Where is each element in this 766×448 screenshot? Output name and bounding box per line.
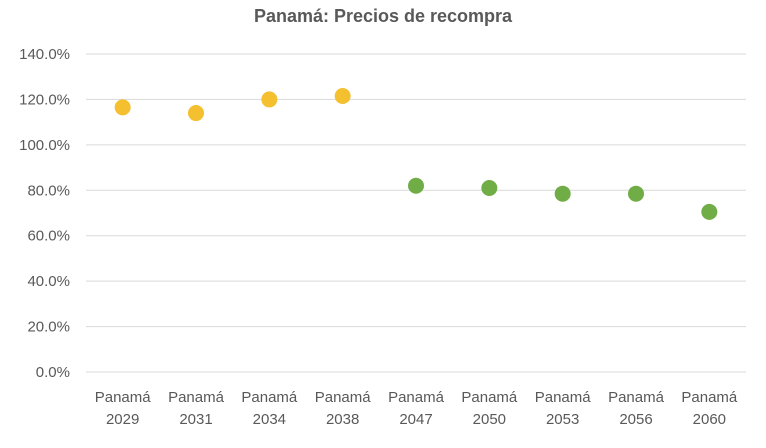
x-tick-label-line: Panamá: [388, 389, 445, 406]
data-point: [114, 99, 131, 116]
y-tick-label: 140.0%: [19, 46, 70, 63]
x-tick-label: Panamá 2053: [535, 389, 592, 428]
x-tick-label-line: 2031: [179, 411, 212, 428]
x-tick-label: Panamá 2029: [95, 389, 152, 428]
data-point: [701, 203, 718, 220]
data-point: [481, 180, 498, 197]
x-tick-label-line: Panamá: [681, 389, 738, 406]
x-tick-label-line: 2050: [473, 411, 506, 428]
x-tick-label-line: Panamá: [461, 389, 518, 406]
x-tick-label-line: Panamá: [315, 389, 372, 406]
data-point: [188, 105, 204, 122]
y-axis-tick-labels: 0.0% 20.0% 40.0% 60.0% 80.0% 100.0% 120.0% 140.…: [19, 46, 70, 381]
y-tick-label: 120.0%: [19, 91, 70, 108]
x-tick-label-line: Panamá: [95, 389, 152, 406]
x-tick-label: Panamá 2038: [315, 389, 372, 428]
x-tick-label-line: 2034: [253, 411, 286, 428]
x-tick-label: Panamá 2034: [241, 389, 298, 428]
data-points: [114, 88, 718, 220]
x-tick-label: Panamá 2047: [388, 389, 445, 428]
y-tick-label: 40.0%: [27, 273, 70, 290]
x-tick-label-line: 2056: [619, 411, 652, 428]
x-tick-label-line: 2047: [399, 411, 432, 428]
y-tick-label: 0.0%: [36, 364, 70, 381]
x-tick-label: Panamá 2031: [168, 389, 225, 428]
data-point: [408, 177, 424, 194]
x-tick-label-line: 2038: [326, 411, 359, 428]
x-tick-label-line: 2060: [693, 411, 726, 428]
data-point: [261, 91, 278, 108]
data-point: [334, 88, 351, 105]
x-tick-label: Panamá 2060: [681, 389, 738, 428]
data-point: [554, 185, 571, 202]
data-point: [628, 185, 644, 202]
x-tick-label-line: Panamá: [608, 389, 665, 406]
x-axis-tick-labels: Panamá 2029 Panamá 2031 Panamá 2034 Panamá 2038…: [95, 389, 738, 428]
x-tick-label-line: 2029: [106, 411, 139, 428]
x-tick-label-line: 2053: [546, 411, 579, 428]
y-tick-label: 20.0%: [27, 319, 70, 336]
y-tick-label: 100.0%: [19, 137, 70, 154]
x-tick-label-line: Panamá: [241, 389, 298, 406]
y-tick-label: 60.0%: [27, 228, 70, 245]
gridlines: [86, 53, 746, 373]
x-tick-label-line: Panamá: [168, 389, 225, 406]
x-tick-label: Panamá 2050: [461, 389, 518, 428]
y-tick-label: 80.0%: [27, 182, 70, 199]
x-tick-label-line: Panamá: [535, 389, 592, 406]
chart-title: Panamá: Precios de recompra: [254, 6, 513, 26]
x-tick-label: Panamá 2056: [608, 389, 665, 428]
